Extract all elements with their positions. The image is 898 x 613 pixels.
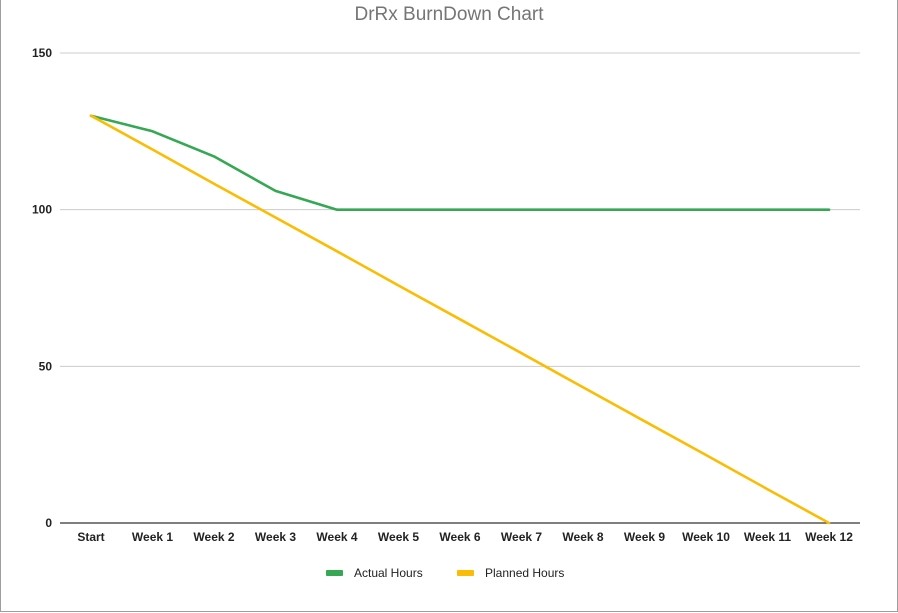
y-tick-labels: 0 50 100 150 — [32, 46, 52, 530]
x-tick-label: Week 8 — [562, 530, 603, 544]
x-tick-label: Week 12 — [805, 530, 853, 544]
x-tick-label: Week 10 — [682, 530, 730, 544]
y-tick-label: 150 — [32, 46, 52, 60]
legend: Actual Hours Planned Hours — [326, 566, 564, 580]
y-tick-label: 100 — [32, 203, 52, 217]
legend-swatch — [326, 570, 343, 576]
series-line-planned-hours — [89, 114, 831, 525]
x-tick-label: Week 6 — [439, 530, 480, 544]
x-tick-label: Week 3 — [255, 530, 296, 544]
legend-swatch — [457, 570, 474, 576]
x-tick-label: Week 1 — [132, 530, 173, 544]
x-tick-label: Week 9 — [624, 530, 665, 544]
x-tick-labels: Start Week 1 Week 2 Week 3 Week 4 Week 5 Week … — [77, 530, 853, 544]
x-tick-label: Week 4 — [316, 530, 357, 544]
series-lines — [89, 114, 831, 525]
legend-label: Actual Hours — [354, 566, 423, 580]
x-tick-label: Start — [77, 530, 104, 544]
x-tick-label: Week 2 — [193, 530, 234, 544]
chart-title: DrRx BurnDown Chart — [354, 4, 544, 25]
y-tick-label: 0 — [45, 516, 52, 530]
legend-label: Planned Hours — [485, 566, 564, 580]
series-line-actual-hours — [89, 114, 831, 211]
x-tick-label: Week 7 — [501, 530, 542, 544]
x-tick-label: Week 5 — [378, 530, 419, 544]
x-tick-label: Week 11 — [744, 530, 791, 544]
y-tick-label: 50 — [39, 359, 53, 373]
